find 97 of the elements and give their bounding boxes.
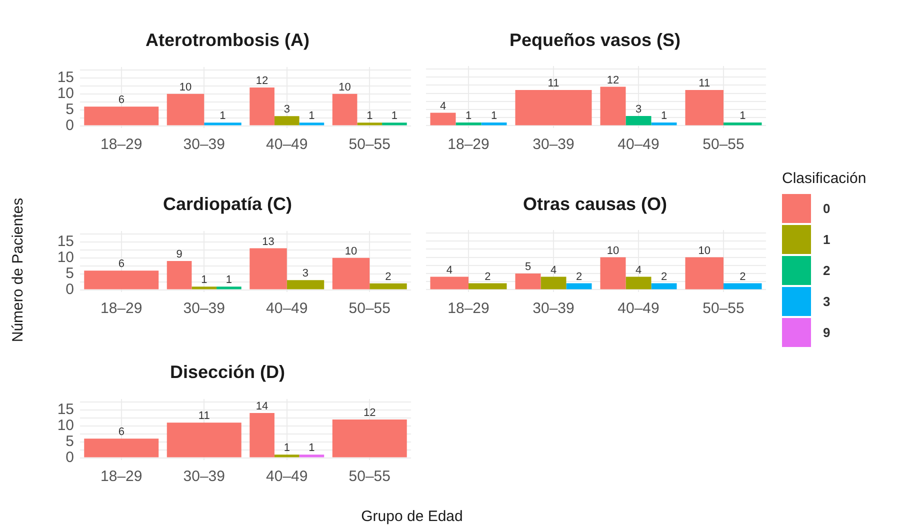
data-label: 2 xyxy=(576,270,582,283)
y-tick-label: 10 xyxy=(57,84,74,102)
data-label: 4 xyxy=(440,100,446,112)
data-label: 2 xyxy=(385,270,392,283)
x-tick-label: 30–39 xyxy=(532,300,574,318)
data-label: 1 xyxy=(490,110,498,122)
data-label: 10 xyxy=(179,81,192,94)
y-tick-label: 10 xyxy=(57,416,74,434)
legend-label: 0 xyxy=(823,201,830,216)
x-tick-label: 18–29 xyxy=(100,136,142,154)
bar xyxy=(332,419,407,458)
data-label: 1 xyxy=(308,110,315,122)
data-label: 10 xyxy=(338,81,351,94)
x-tick-label: 50–55 xyxy=(348,136,390,154)
legend-label: 2 xyxy=(823,263,830,278)
data-label: 1 xyxy=(284,442,290,454)
x-tick-label: 30–39 xyxy=(532,136,574,154)
data-label: 10 xyxy=(344,245,358,258)
data-label: 6 xyxy=(118,258,124,270)
data-label: 12 xyxy=(364,406,376,419)
y-tick-label: 10 xyxy=(57,248,74,266)
bar xyxy=(216,286,242,290)
chart-title: Cardiopatía (C) xyxy=(162,193,293,216)
y-tick-label: 0 xyxy=(66,280,74,298)
x-tick-label: 18–29 xyxy=(448,136,490,154)
x-tick-label: 40–49 xyxy=(266,468,308,486)
x-tick-label: 50–55 xyxy=(702,136,744,154)
legend-label: 3 xyxy=(823,294,830,309)
bar xyxy=(299,454,324,458)
y-tick-label: 15 xyxy=(57,401,74,418)
data-label: 1 xyxy=(201,274,208,286)
chart-title: Pequeños vasos (S) xyxy=(508,29,682,52)
x-tick-label: 50–55 xyxy=(702,300,744,318)
data-label: 11 xyxy=(198,410,210,422)
y-tick-label: 5 xyxy=(66,100,74,118)
data-label: 1 xyxy=(660,110,668,122)
data-label: 4 xyxy=(550,264,557,276)
x-tick-label: 18–29 xyxy=(448,300,490,318)
data-label: 1 xyxy=(465,110,472,122)
legend-label: 1 xyxy=(823,232,830,247)
y-tick-label: 15 xyxy=(57,69,74,86)
data-label: 2 xyxy=(660,270,668,283)
data-label: 14 xyxy=(256,400,268,413)
x-tick-label: 18–29 xyxy=(100,468,142,486)
y-axis-title: Número de Pacientes xyxy=(10,198,26,342)
data-label: 5 xyxy=(524,261,532,274)
data-label: 3 xyxy=(302,268,309,280)
x-tick-label: 40–49 xyxy=(266,300,308,318)
bar xyxy=(166,422,242,458)
data-label: 13 xyxy=(262,236,274,248)
chart-title: Aterotrombosis (A) xyxy=(144,29,310,52)
data-label: 12 xyxy=(256,74,268,87)
y-tick-label: 0 xyxy=(66,116,74,134)
legend-label: 9 xyxy=(823,325,830,340)
data-label: 2 xyxy=(740,270,746,283)
x-tick-label: 50–55 xyxy=(348,300,390,318)
x-tick-label: 40–49 xyxy=(618,136,660,154)
bar xyxy=(370,283,407,290)
chart-title: Disección (D) xyxy=(168,361,286,384)
x-tick-label: 30–39 xyxy=(183,468,225,486)
data-label: 2 xyxy=(484,270,491,283)
data-label: 12 xyxy=(606,74,620,86)
data-label: 1 xyxy=(740,110,746,122)
y-tick-label: 0 xyxy=(66,448,74,466)
data-label: 9 xyxy=(176,248,182,261)
x-tick-label: 30–39 xyxy=(183,136,225,154)
y-tick-label: 15 xyxy=(57,233,74,250)
bar xyxy=(286,280,324,290)
x-tick-label: 40–49 xyxy=(266,136,308,154)
data-label: 10 xyxy=(606,244,620,257)
data-label: 6 xyxy=(118,94,124,106)
data-label: 6 xyxy=(118,426,124,438)
x-tick-label: 40–49 xyxy=(618,300,660,318)
data-label: 4 xyxy=(446,264,452,276)
y-tick-label: 5 xyxy=(66,264,74,282)
x-tick-label: 30–39 xyxy=(183,300,225,318)
data-label: 10 xyxy=(698,244,710,257)
legend-title: Clasificación xyxy=(782,170,866,187)
data-label: 11 xyxy=(698,78,710,90)
data-label: 11 xyxy=(548,78,560,90)
x-axis-title: Grupo de Edad xyxy=(361,508,463,525)
y-tick-label: 5 xyxy=(66,432,74,450)
x-tick-label: 50–55 xyxy=(348,468,390,486)
data-label: 4 xyxy=(635,264,642,276)
chart-title: Otras causas (O) xyxy=(522,193,668,216)
data-label: 1 xyxy=(366,110,373,122)
bar xyxy=(332,258,370,290)
bar xyxy=(250,248,287,290)
bar xyxy=(84,438,159,458)
data-label: 1 xyxy=(220,110,226,122)
data-label: 3 xyxy=(284,104,290,116)
bar xyxy=(274,454,300,458)
data-label: 1 xyxy=(226,274,232,286)
data-label: 3 xyxy=(635,104,642,116)
data-label: 1 xyxy=(308,442,315,454)
data-label: 1 xyxy=(391,110,398,122)
x-tick-label: 18–29 xyxy=(100,300,142,318)
